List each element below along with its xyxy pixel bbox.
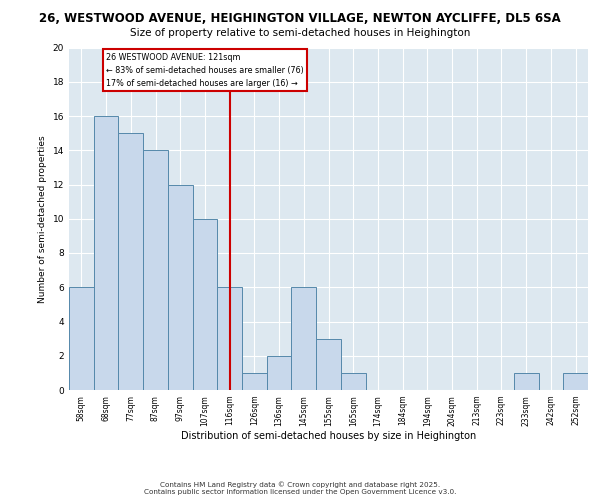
Text: 26 WESTWOOD AVENUE: 121sqm
← 83% of semi-detached houses are smaller (76)
17% of: 26 WESTWOOD AVENUE: 121sqm ← 83% of semi… bbox=[106, 52, 304, 88]
Bar bbox=[341, 373, 365, 390]
Text: Size of property relative to semi-detached houses in Heighington: Size of property relative to semi-detach… bbox=[130, 28, 470, 38]
Bar bbox=[118, 133, 143, 390]
Y-axis label: Number of semi-detached properties: Number of semi-detached properties bbox=[38, 135, 47, 302]
Bar bbox=[69, 287, 94, 390]
Bar bbox=[316, 338, 341, 390]
Text: Contains HM Land Registry data © Crown copyright and database right 2025.
Contai: Contains HM Land Registry data © Crown c… bbox=[144, 482, 456, 495]
Bar bbox=[94, 116, 118, 390]
Bar bbox=[242, 373, 267, 390]
Bar bbox=[514, 373, 539, 390]
Bar bbox=[292, 287, 316, 390]
Bar bbox=[563, 373, 588, 390]
X-axis label: Distribution of semi-detached houses by size in Heighington: Distribution of semi-detached houses by … bbox=[181, 431, 476, 441]
Bar bbox=[217, 287, 242, 390]
Bar bbox=[267, 356, 292, 390]
Text: 26, WESTWOOD AVENUE, HEIGHINGTON VILLAGE, NEWTON AYCLIFFE, DL5 6SA: 26, WESTWOOD AVENUE, HEIGHINGTON VILLAGE… bbox=[39, 12, 561, 26]
Bar bbox=[143, 150, 168, 390]
Bar bbox=[193, 219, 217, 390]
Bar bbox=[168, 184, 193, 390]
